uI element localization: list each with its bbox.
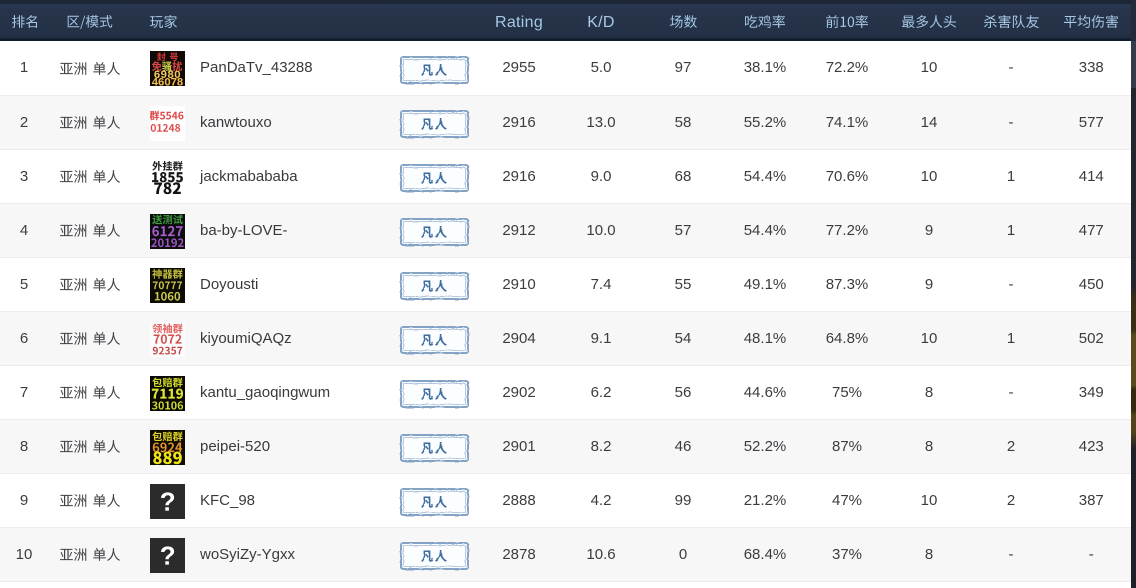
svg-text:6980: 6980 [154, 69, 181, 81]
svg-text:46078: 46078 [152, 77, 183, 87]
